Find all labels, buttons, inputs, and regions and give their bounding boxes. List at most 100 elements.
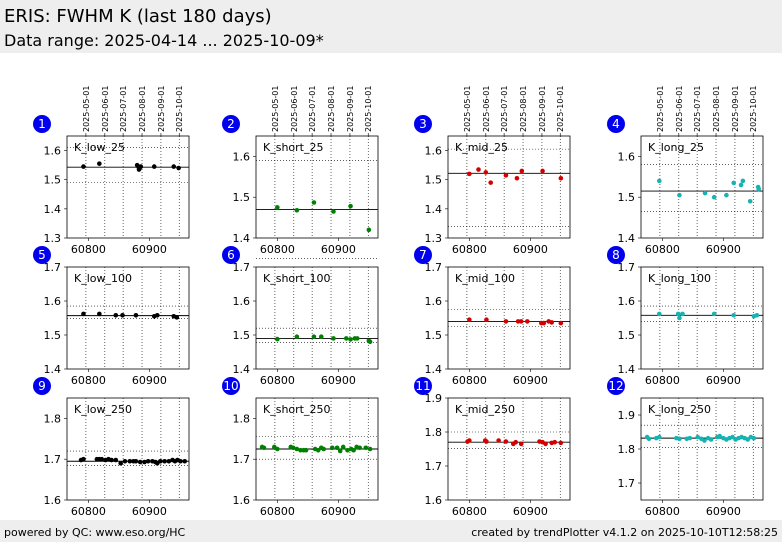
x-tick-label: 60900 <box>513 243 548 256</box>
y-tick-label: 1.6 <box>44 145 62 158</box>
plot-frame <box>255 397 379 501</box>
panel-number-badge <box>607 246 625 264</box>
data-point <box>680 311 685 317</box>
y-tick-label: 1.6 <box>618 295 636 308</box>
date-tick-label: 2025-10-01 <box>556 86 565 133</box>
data-point <box>138 164 144 169</box>
data-point <box>543 441 548 447</box>
data-point <box>261 445 267 451</box>
date-tick-label: 2025-08-01 <box>327 86 336 133</box>
date-tick-label: 2025-09-01 <box>346 86 355 133</box>
data-point <box>731 180 737 186</box>
date-tick-label: 2025-06-01 <box>290 86 299 133</box>
panel-number-badge <box>607 115 625 133</box>
data-point <box>343 336 349 341</box>
panel-number: 1 <box>38 117 46 131</box>
panel-4: K_long_25 2025-05-01 2025-06-01 2025-07-01 2… <box>607 86 764 256</box>
panel-number-badge <box>33 377 51 395</box>
data-point <box>178 458 183 464</box>
data-point <box>145 458 151 464</box>
y-tick-label: 1.9 <box>618 409 636 422</box>
y-tick-label: 1.5 <box>618 191 636 204</box>
x-tick-label: 60800 <box>645 505 680 518</box>
x-tick-label: 60900 <box>321 374 356 387</box>
data-point <box>687 435 693 441</box>
date-tick-label: 2025-05-01 <box>656 86 665 133</box>
data-point <box>151 164 157 169</box>
panel-number: 12 <box>608 379 623 393</box>
header-bar: ERIS: FWHM K (last 180 days) Data range:… <box>0 0 782 53</box>
data-point <box>695 434 701 440</box>
data-point <box>717 433 722 439</box>
data-point <box>496 438 501 443</box>
data-point <box>329 445 335 451</box>
data-point <box>321 446 327 452</box>
data-point <box>367 446 373 452</box>
date-tick-label: 2025-05-01 <box>463 85 472 132</box>
data-point <box>133 458 139 464</box>
plot-frame <box>66 397 190 501</box>
panel-label: K_mid_100 <box>455 272 515 285</box>
data-point <box>724 192 729 198</box>
x-tick-label: 60900 <box>706 505 741 518</box>
y-tick-label: 1.4 <box>425 203 443 216</box>
panel-number: 2 <box>227 117 235 131</box>
plot-frame <box>640 266 764 370</box>
footer-bar: powered by QC: www.eso.org/HC created by… <box>0 520 782 542</box>
date-tick-label: 2025-07-01 <box>308 86 317 133</box>
data-point <box>525 319 530 324</box>
panel-7: K_mid_100 60800 60900 1.4 1.5 1.6 1.77 <box>414 246 571 387</box>
y-tick-label: 1.7 <box>618 477 636 490</box>
data-point <box>514 175 520 181</box>
y-tick-label: 1.6 <box>425 295 443 308</box>
data-point <box>363 445 369 451</box>
date-tick-label: 2025-05-01 <box>271 86 280 133</box>
plot-frame <box>66 135 190 239</box>
data-point <box>137 459 143 465</box>
x-tick-label: 60800 <box>71 374 106 387</box>
data-point <box>318 334 324 340</box>
y-tick-label: 1.6 <box>233 295 251 308</box>
panel-5: K_low_100 60800 60900 1.4 1.5 1.6 1.75 <box>33 246 190 387</box>
data-point <box>708 437 714 442</box>
panel-6: K_short_100 60800 60900 1.4 1.5 1.6 1.76 <box>222 246 379 387</box>
data-point <box>711 311 717 317</box>
x-tick-label: 60800 <box>260 374 295 387</box>
panel-number: 10 <box>223 379 238 393</box>
data-point <box>315 447 321 453</box>
panel-number: 11 <box>415 379 430 393</box>
data-point <box>120 312 125 318</box>
y-tick-label: 1.7 <box>233 261 251 274</box>
panel-1: K_low_25 2025-05-01 2025-06-01 2025-07-01 20… <box>33 85 190 256</box>
plot-frame <box>640 135 764 239</box>
data-point <box>311 200 317 205</box>
data-point <box>467 438 472 443</box>
panel-number: 4 <box>612 117 620 131</box>
data-point <box>657 178 662 184</box>
data-point <box>740 178 746 184</box>
data-point <box>182 458 188 464</box>
x-tick-label: 60800 <box>260 505 295 518</box>
data-point <box>81 456 86 462</box>
panel-number: 3 <box>419 117 427 131</box>
x-tick-label: 60800 <box>452 505 487 518</box>
data-point <box>488 180 494 185</box>
data-point <box>351 447 356 453</box>
data-point <box>331 209 336 214</box>
data-point <box>127 458 133 464</box>
y-tick-label: 1.5 <box>425 174 443 187</box>
x-tick-label: 60900 <box>132 243 167 256</box>
x-tick-label: 60800 <box>452 243 487 256</box>
data-point <box>113 312 119 318</box>
plot-frame <box>66 266 190 370</box>
data-point <box>677 315 682 321</box>
data-point <box>484 439 489 444</box>
panel-10: K_short_250 60800 60900 1.6 1.7 1.8 10 <box>222 377 379 518</box>
panel-label: K_short_100 <box>263 272 330 285</box>
data-point <box>294 207 300 213</box>
data-point <box>357 445 363 451</box>
footer-credit: powered by QC: www.eso.org/HC <box>4 526 186 539</box>
data-point <box>113 457 119 463</box>
data-point <box>162 458 167 464</box>
